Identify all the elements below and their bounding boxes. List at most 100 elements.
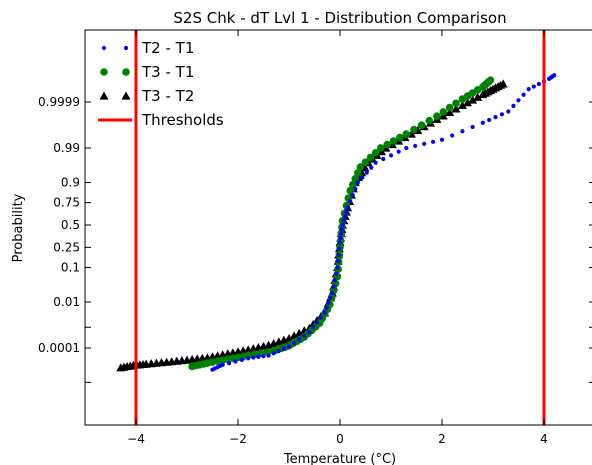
x-tick-label: −4 — [127, 432, 145, 446]
data-point — [266, 353, 271, 358]
data-point — [324, 305, 329, 310]
data-point — [521, 92, 526, 97]
legend-swatch — [101, 45, 107, 51]
data-point — [493, 115, 498, 120]
data-point — [336, 252, 341, 258]
data-point — [473, 92, 483, 101]
data-point — [354, 169, 362, 177]
data-point — [226, 361, 232, 366]
x-tick-label: 0 — [336, 432, 344, 446]
data-point — [381, 156, 386, 162]
plot-area — [116, 30, 557, 425]
y-tick-label: 0.75 — [53, 196, 80, 210]
legend-item: T2 - T1 — [101, 39, 194, 57]
data-point — [334, 271, 339, 276]
data-point — [345, 205, 350, 210]
data-point — [289, 331, 299, 340]
x-tick-label: 4 — [540, 432, 548, 446]
data-point — [292, 340, 297, 345]
data-point — [348, 199, 353, 204]
data-point — [430, 139, 436, 144]
data-point — [271, 351, 276, 356]
data-point — [506, 109, 511, 114]
legend-swatch — [123, 45, 129, 51]
data-point — [281, 346, 286, 351]
series-t2-t1 — [210, 73, 557, 372]
data-point — [276, 348, 281, 354]
legend-label: Thresholds — [141, 111, 224, 129]
data-point — [284, 333, 294, 343]
x-axis: −4 −2 0 2 4 — [127, 30, 548, 446]
y-tick-label: 0.9 — [61, 176, 80, 190]
data-point — [233, 359, 238, 364]
data-point — [331, 284, 336, 289]
data-point — [383, 140, 391, 149]
data-point — [353, 186, 358, 191]
chart-title: S2S Chk - dT Lvl 1 - Distribution Compar… — [173, 9, 506, 27]
data-point — [396, 149, 401, 154]
data-point — [371, 148, 380, 157]
data-point — [389, 137, 398, 145]
y-tick-label: 0.9999 — [38, 95, 80, 109]
data-point — [404, 145, 409, 151]
x-tick-label: −2 — [229, 432, 247, 446]
data-point — [480, 120, 485, 125]
data-point — [356, 163, 365, 171]
legend-swatch — [121, 91, 131, 100]
data-point — [335, 259, 341, 264]
data-point — [422, 141, 427, 146]
legend-swatch — [99, 91, 109, 100]
legend-label: T2 - T1 — [141, 39, 194, 57]
data-point — [425, 116, 434, 125]
data-point — [343, 214, 348, 219]
data-point — [531, 84, 536, 89]
data-point — [536, 81, 542, 87]
legend: T2 - T1 T3 - T1 T3 - T2 Thresholds — [98, 39, 224, 129]
y-axis: 0.0001 0.01 0.1 0.25 0.5 0.75 0.9 0.99 0.9999 — [38, 95, 592, 383]
data-point — [346, 186, 355, 195]
data-point — [348, 180, 357, 189]
data-point — [307, 330, 312, 335]
x-tick-label: 2 — [438, 432, 446, 446]
data-point — [417, 121, 426, 129]
data-point — [328, 295, 333, 301]
data-point — [344, 209, 349, 215]
data-point — [318, 315, 323, 320]
data-point — [451, 104, 461, 113]
data-point — [439, 137, 445, 142]
data-point — [410, 125, 418, 134]
data-point — [239, 357, 244, 362]
data-point — [511, 103, 516, 109]
data-point — [339, 231, 344, 236]
y-axis-label: Probability — [11, 193, 26, 262]
data-point — [335, 265, 340, 270]
data-point — [373, 160, 378, 165]
data-point — [361, 158, 370, 167]
data-point — [340, 222, 345, 228]
data-point — [220, 362, 225, 367]
data-point — [526, 87, 531, 92]
legend-item: T3 - T1 — [100, 63, 194, 81]
legend-swatch — [100, 68, 108, 76]
data-point — [460, 129, 465, 134]
data-point — [330, 290, 335, 296]
data-point — [350, 192, 355, 198]
data-point — [338, 235, 343, 241]
legend-item: Thresholds — [98, 111, 224, 129]
data-point — [457, 100, 467, 110]
data-point — [256, 354, 261, 359]
data-point — [332, 278, 337, 283]
y-tick-label: 0.1 — [61, 260, 80, 274]
data-point — [377, 144, 385, 152]
legend-label: T3 - T2 — [141, 87, 194, 105]
data-point — [450, 133, 455, 138]
data-point — [413, 143, 418, 149]
y-tick-label: 0.01 — [53, 295, 80, 309]
legend-swatch — [122, 68, 130, 76]
data-point — [486, 76, 495, 84]
data-point — [445, 107, 455, 116]
data-point — [552, 73, 557, 78]
data-point — [251, 355, 256, 360]
data-point — [498, 79, 508, 88]
